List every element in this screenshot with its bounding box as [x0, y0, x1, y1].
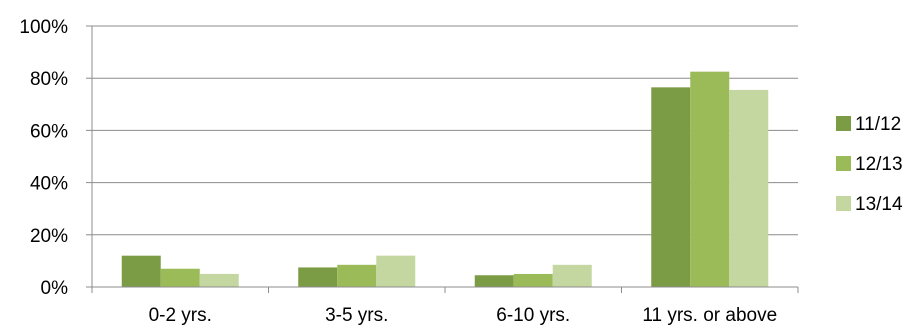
legend-label: 11/12: [855, 114, 901, 135]
bar-11-12-0: [121, 255, 161, 287]
x-tick-labels: 0-2 yrs. 3-5 yrs. 6-10 yrs. 11 yrs. or abov…: [149, 305, 778, 326]
y-tick-label: 60%: [30, 121, 68, 142]
bar-12-13-1: [337, 264, 377, 287]
y-tick-label: 80%: [30, 69, 68, 90]
y-tick-label: 20%: [30, 226, 68, 247]
bar-13-14-2: [552, 264, 592, 287]
bar-12-13-0: [160, 268, 200, 287]
bars: [121, 71, 769, 288]
y-tick-labels: 0% 20% 40% 60% 80% 100%: [19, 17, 68, 299]
bar-12-13-2: [513, 273, 553, 287]
bar-11-12-2: [474, 275, 514, 287]
legend-label: 13/14: [855, 194, 903, 215]
bar-13-14-0: [199, 273, 239, 287]
y-tick-label: 100%: [19, 17, 68, 38]
x-tick-label: 3-5 yrs.: [325, 305, 388, 326]
x-tick-label: 6-10 yrs.: [496, 305, 570, 326]
x-tick-label: 0-2 yrs.: [149, 305, 212, 326]
legend-swatch: [836, 156, 851, 171]
legend-swatch: [836, 196, 851, 211]
bar-13-14-3: [729, 89, 769, 287]
legend: 11/12 12/13 13/14: [836, 114, 903, 215]
x-tick-label: 11 yrs. or above: [642, 305, 777, 326]
y-tick-label: 0%: [41, 278, 69, 299]
bar-11-12-1: [298, 267, 338, 287]
axes: [86, 25, 799, 293]
legend-label: 12/13: [855, 154, 903, 175]
y-tick-label: 40%: [30, 174, 68, 195]
bar-12-13-3: [690, 71, 730, 287]
bar-13-14-1: [376, 255, 416, 287]
legend-swatch: [836, 116, 851, 131]
bar-11-12-3: [651, 87, 691, 288]
